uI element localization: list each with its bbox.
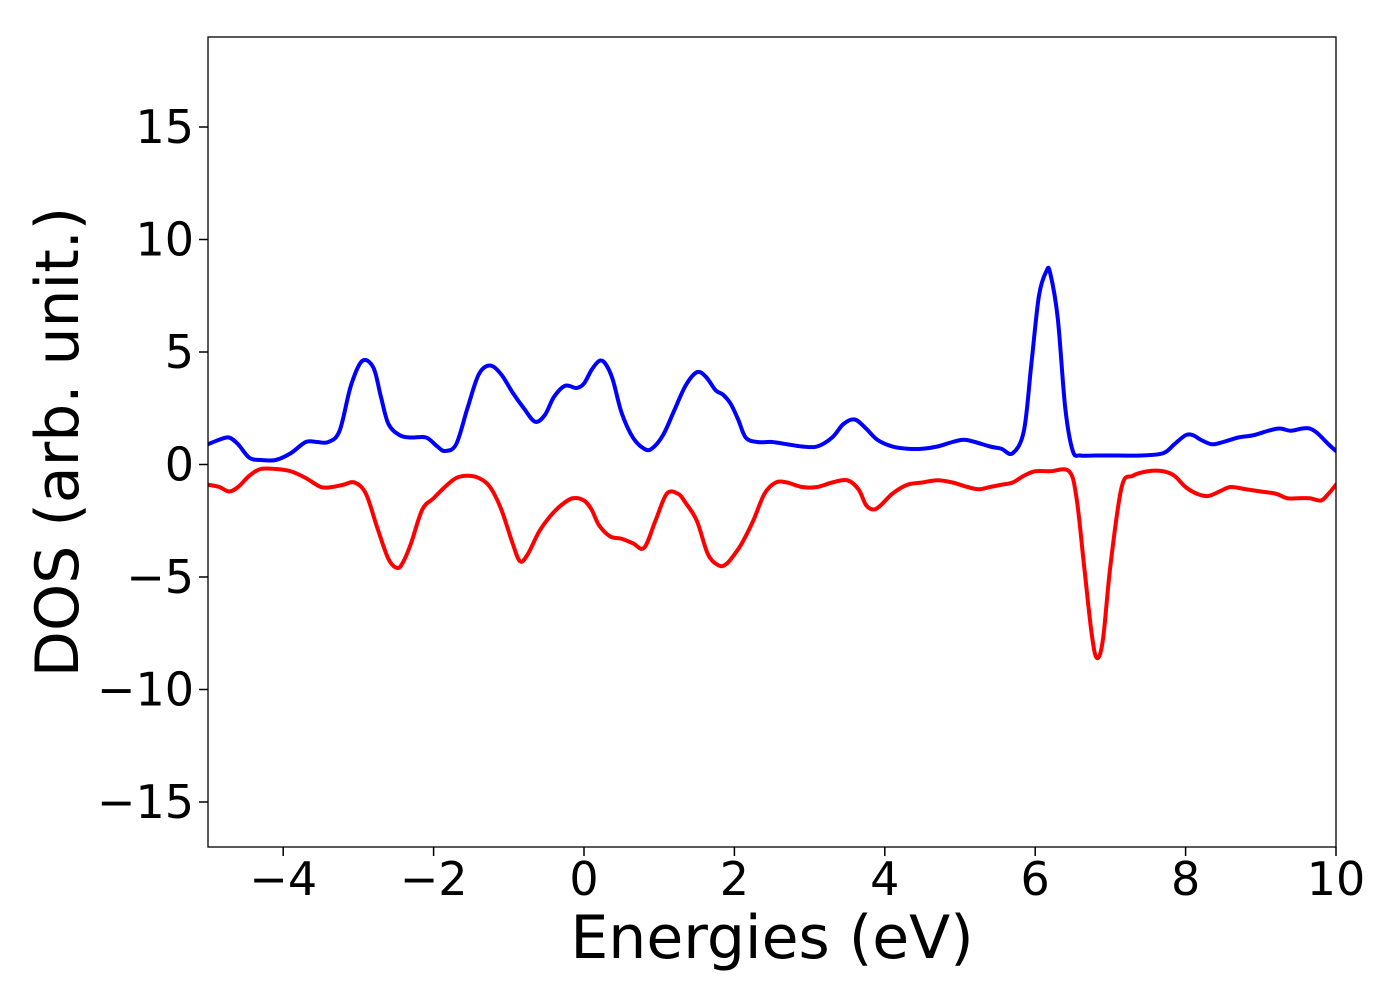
y-tick-label: 10 — [135, 213, 194, 267]
y-tick-label: −5 — [126, 550, 194, 604]
axes-layer — [207, 36, 1337, 848]
x-tick-label: 6 — [1021, 852, 1050, 906]
x-tick-label: 2 — [720, 852, 749, 906]
ticks-layer: −4 −2 0 2 4 6 8 10 −15 −10 −5 0 5 10 15 — [97, 100, 1365, 906]
x-tick-label: 8 — [1171, 852, 1200, 906]
series-line-2 — [208, 466, 1336, 661]
y-tick-label: 0 — [165, 438, 194, 492]
x-tick-label: 0 — [569, 852, 598, 906]
x-tick-label: 10 — [1307, 852, 1366, 906]
plot-frame — [207, 36, 1337, 848]
y-tick-label: −10 — [97, 663, 194, 717]
y-axis-title: DOS (arb. unit.) — [23, 207, 93, 677]
x-tick-label: −4 — [249, 852, 317, 906]
x-tick-label: −2 — [400, 852, 468, 906]
series-layer — [208, 265, 1336, 661]
y-tick-label: −15 — [97, 775, 194, 829]
y-tick-label: 5 — [165, 325, 194, 379]
y-tick-label: 15 — [135, 100, 194, 154]
series-line-1 — [208, 265, 1336, 463]
x-axis-title: Energies (eV) — [570, 903, 973, 973]
x-tick-label: 4 — [870, 852, 899, 906]
